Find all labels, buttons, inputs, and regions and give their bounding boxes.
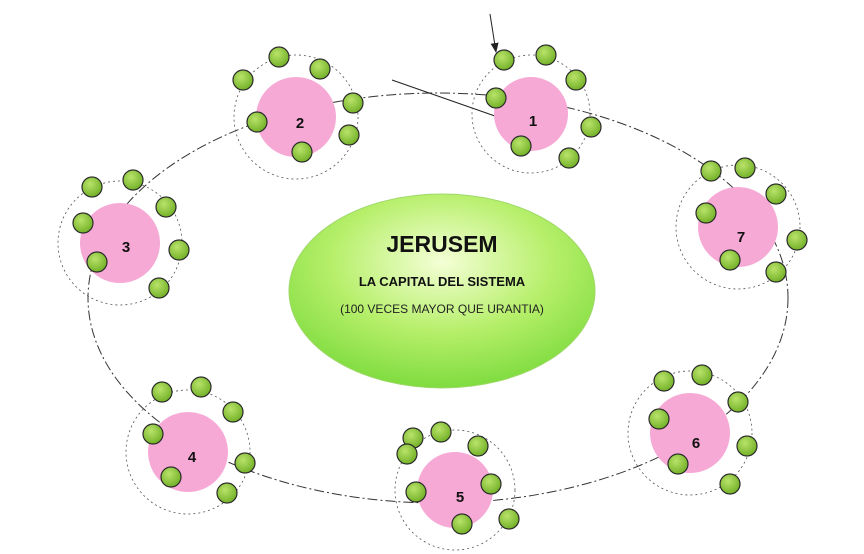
satellite xyxy=(160,466,182,488)
satellite xyxy=(148,277,170,299)
satellite xyxy=(467,435,489,457)
satellite xyxy=(268,46,290,68)
satellite xyxy=(565,69,587,91)
satellite xyxy=(72,212,94,234)
planet-label: 1 xyxy=(529,113,537,130)
planet-orbit-ring xyxy=(627,370,753,496)
center-note: (100 VECES MAYOR QUE URANTIA) xyxy=(340,302,544,316)
satellite xyxy=(396,443,418,465)
planet-group-4: 4 xyxy=(125,376,256,515)
satellite xyxy=(719,249,741,271)
satellite xyxy=(342,92,364,114)
satellite xyxy=(405,481,427,503)
satellite xyxy=(535,44,557,66)
planet-label: 5 xyxy=(456,489,464,506)
planet-orbit-ring xyxy=(471,54,591,174)
satellite xyxy=(151,381,173,403)
satellite xyxy=(493,49,515,71)
satellite xyxy=(736,435,758,457)
satellite xyxy=(648,408,670,430)
planet-label: 4 xyxy=(188,449,197,466)
satellite xyxy=(485,87,507,109)
satellite xyxy=(155,196,177,218)
satellite xyxy=(142,423,164,445)
satellite xyxy=(480,473,502,495)
satellite xyxy=(232,69,254,91)
planet-group-2: 2 xyxy=(232,46,364,180)
satellite xyxy=(765,261,787,283)
satellite xyxy=(291,141,313,163)
satellite xyxy=(451,513,473,535)
planet-label: 2 xyxy=(296,115,304,132)
satellite xyxy=(246,111,268,133)
satellite xyxy=(558,147,580,169)
satellite xyxy=(695,202,717,224)
planet-label: 6 xyxy=(692,435,700,452)
planet-label: 7 xyxy=(737,229,745,246)
planet-orbit-ring xyxy=(394,429,516,551)
satellite xyxy=(168,239,190,261)
satellite xyxy=(81,176,103,198)
satellite xyxy=(691,364,713,386)
main-orbit xyxy=(87,92,789,504)
planet-group-1: 1 xyxy=(471,44,602,174)
satellite xyxy=(667,453,689,475)
planet-orbit-ring xyxy=(125,389,251,515)
satellite xyxy=(216,482,238,504)
satellite xyxy=(234,452,256,474)
satellite xyxy=(734,157,756,179)
satellite xyxy=(498,508,520,530)
satellite xyxy=(222,401,244,423)
planet-group-6: 6 xyxy=(627,364,758,496)
satellite xyxy=(700,160,722,182)
planet-body xyxy=(494,77,568,151)
satellite xyxy=(765,183,787,205)
jerusem-center: JERUSEM LA CAPITAL DEL SISTEMA (100 VECE… xyxy=(288,193,596,389)
satellite xyxy=(309,58,331,80)
pointer-arrow-diagonal xyxy=(391,79,513,123)
satellite xyxy=(430,421,452,443)
center-title: JERUSEM xyxy=(386,231,497,257)
planet-group-5: 5 xyxy=(394,421,520,551)
satellite xyxy=(719,473,741,495)
planet-body xyxy=(698,187,778,267)
satellite xyxy=(122,169,144,191)
planet-group-3: 3 xyxy=(57,169,190,306)
planet-orbit-ring xyxy=(233,54,359,180)
planet-label: 3 xyxy=(122,239,130,256)
planet-body xyxy=(650,393,730,473)
planet-group-7: 7 xyxy=(675,157,808,290)
satellite xyxy=(86,251,108,273)
satellite xyxy=(190,376,212,398)
satellite xyxy=(727,391,749,413)
satellite xyxy=(580,116,602,138)
center-subtitle: LA CAPITAL DEL SISTEMA xyxy=(359,274,526,289)
pointer-arrow-top xyxy=(489,13,499,53)
planet-body xyxy=(417,452,493,528)
satellite xyxy=(338,124,360,146)
planet-body xyxy=(256,77,336,157)
satellite xyxy=(653,370,675,392)
satellite xyxy=(510,135,532,157)
satellite xyxy=(786,229,808,251)
